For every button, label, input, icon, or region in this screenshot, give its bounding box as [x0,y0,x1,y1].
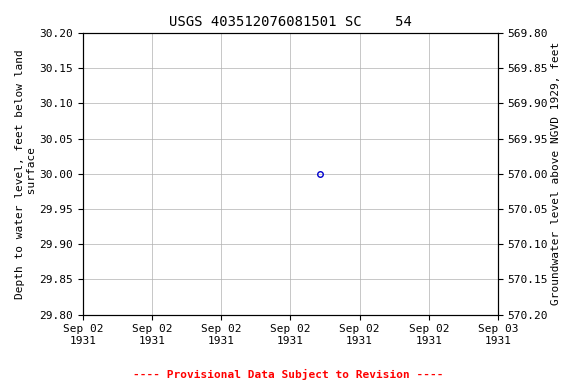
Y-axis label: Groundwater level above NGVD 1929, feet: Groundwater level above NGVD 1929, feet [551,42,561,305]
Y-axis label: Depth to water level, feet below land
 surface: Depth to water level, feet below land su… [15,49,37,299]
Text: ---- Provisional Data Subject to Revision ----: ---- Provisional Data Subject to Revisio… [132,369,444,380]
Title: USGS 403512076081501 SC    54: USGS 403512076081501 SC 54 [169,15,412,29]
